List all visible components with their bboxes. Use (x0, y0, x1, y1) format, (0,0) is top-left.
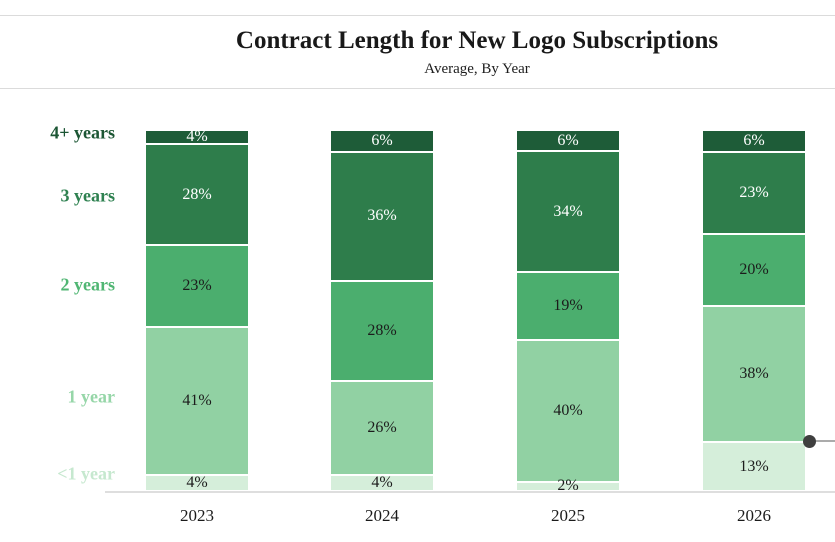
bar-segment[interactable]: 41% (146, 328, 248, 476)
chart-subtitle: Average, By Year (424, 61, 530, 77)
x-axis-label: 2024 (365, 506, 399, 525)
bar-column-2025: 6% 34% 19% 40% 2% (517, 131, 619, 494)
segment-value-label: 4% (186, 473, 208, 491)
segment-value-label: 2% (557, 477, 579, 495)
segment-value-label: 40% (553, 401, 583, 419)
bar-segment[interactable]: 26% (331, 382, 433, 476)
header-divider (0, 88, 835, 89)
annotation-dot-marker[interactable] (803, 434, 816, 448)
bar-segment[interactable]: 6% (517, 131, 619, 153)
segment-value-label: 20% (739, 260, 769, 278)
segment-value-label: 6% (557, 131, 579, 149)
bar-segment[interactable]: 36% (331, 152, 433, 282)
segment-value-label: 36% (367, 207, 397, 225)
bar-segment[interactable]: 6% (703, 131, 805, 153)
bar-segment[interactable]: 23% (146, 245, 248, 329)
series-label: <1 year (57, 463, 115, 484)
bar-column-2026: 6% 23% 20% 38% 13% (703, 131, 805, 490)
segment-value-label: 4% (371, 473, 393, 491)
bar-segment[interactable]: 4% (331, 473, 433, 491)
segment-value-label: 38% (739, 365, 769, 383)
segment-value-label: 4% (186, 128, 208, 146)
bar-segment[interactable]: 19% (517, 273, 619, 341)
segment-value-label: 13% (739, 457, 769, 475)
segment-value-label: 6% (371, 131, 393, 149)
x-axis-label: 2026 (737, 506, 771, 525)
segment-value-label: 6% (743, 131, 765, 149)
bar-segment[interactable]: 20% (703, 235, 805, 307)
series-label: 4+ years (50, 122, 115, 143)
top-divider (0, 15, 835, 16)
bar-column-2024: 6% 36% 28% 26% 4% (331, 131, 433, 490)
bar-segment[interactable]: 2% (517, 478, 619, 494)
series-label: 2 years (60, 274, 115, 295)
segment-value-label: 28% (182, 185, 212, 203)
bar-segment[interactable]: 23% (703, 152, 805, 236)
bar-segment[interactable]: 13% (703, 443, 805, 490)
bar-segment[interactable]: 34% (517, 152, 619, 274)
bar-segment[interactable]: 6% (331, 131, 433, 153)
segment-value-label: 34% (553, 202, 583, 220)
bar-segment[interactable]: 38% (703, 306, 805, 444)
x-axis-label: 2025 (551, 506, 585, 525)
x-axis-line (105, 491, 835, 493)
segment-value-label: 23% (739, 183, 769, 201)
chart-title: Contract Length for New Logo Subscriptio… (235, 27, 719, 54)
bar-segment[interactable]: 28% (146, 145, 248, 246)
segment-value-label: 26% (367, 418, 397, 436)
bar-segment[interactable]: 4% (146, 473, 248, 491)
series-label: 3 years (60, 185, 115, 206)
segment-value-label: 19% (553, 296, 583, 314)
series-label: 1 year (67, 386, 115, 407)
segment-value-label: 41% (182, 392, 212, 410)
bar-column-2023: 4% 28% 23% 41% 4% (146, 128, 248, 491)
annotation-line (806, 440, 835, 443)
segment-value-label: 23% (182, 277, 212, 295)
bar-segment[interactable]: 28% (331, 281, 433, 383)
x-axis-label: 2023 (180, 506, 214, 525)
segment-value-label: 28% (367, 322, 397, 340)
bar-segment[interactable]: 4% (146, 128, 248, 146)
bar-segment[interactable]: 40% (517, 340, 619, 483)
